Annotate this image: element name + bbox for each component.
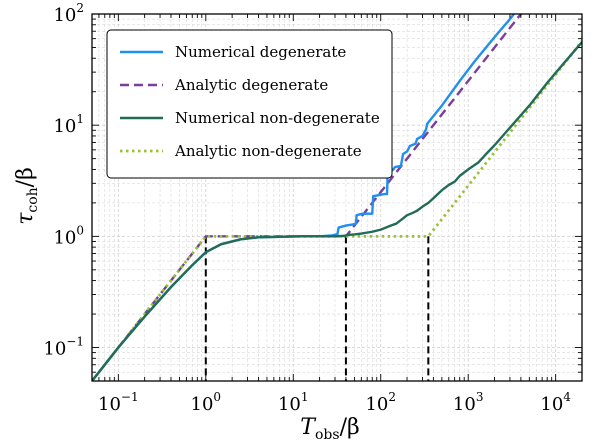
x-tick-label: 103 <box>453 390 484 415</box>
ticks <box>91 13 583 382</box>
x-tick-label: 100 <box>191 390 222 415</box>
x-tick-label: 104 <box>540 390 571 415</box>
legend-label: Analytic non-degenerate <box>174 142 362 160</box>
y-tick-label: 102 <box>53 1 84 26</box>
x-axis-label: Tobs/β <box>300 415 359 443</box>
y-tick-labels: 10−1 100 101 102 <box>43 1 84 360</box>
series-line-2 <box>92 41 582 381</box>
x-tick-label: 101 <box>278 390 309 415</box>
legend-label: Numerical degenerate <box>175 43 346 61</box>
series-group <box>92 14 582 381</box>
y-tick-label: 10−1 <box>43 335 84 360</box>
x-tick-label: 102 <box>365 390 396 415</box>
vertical-markers <box>204 236 430 381</box>
legend-box <box>106 29 393 179</box>
legend-label: Numerical non-degenerate <box>175 109 380 127</box>
x-tick-label: 10−1 <box>98 390 139 415</box>
x-tick-labels: 10−1 100 101 102 103 104 <box>98 390 571 415</box>
legend: Numerical degenerate Analytic degenerate N… <box>106 29 393 179</box>
y-tick-label: 100 <box>53 223 84 248</box>
y-axis-label: τcoh/β <box>13 167 41 225</box>
legend-label: Analytic degenerate <box>174 76 328 94</box>
y-tick-label: 101 <box>53 112 84 137</box>
plot-frame <box>91 13 583 382</box>
